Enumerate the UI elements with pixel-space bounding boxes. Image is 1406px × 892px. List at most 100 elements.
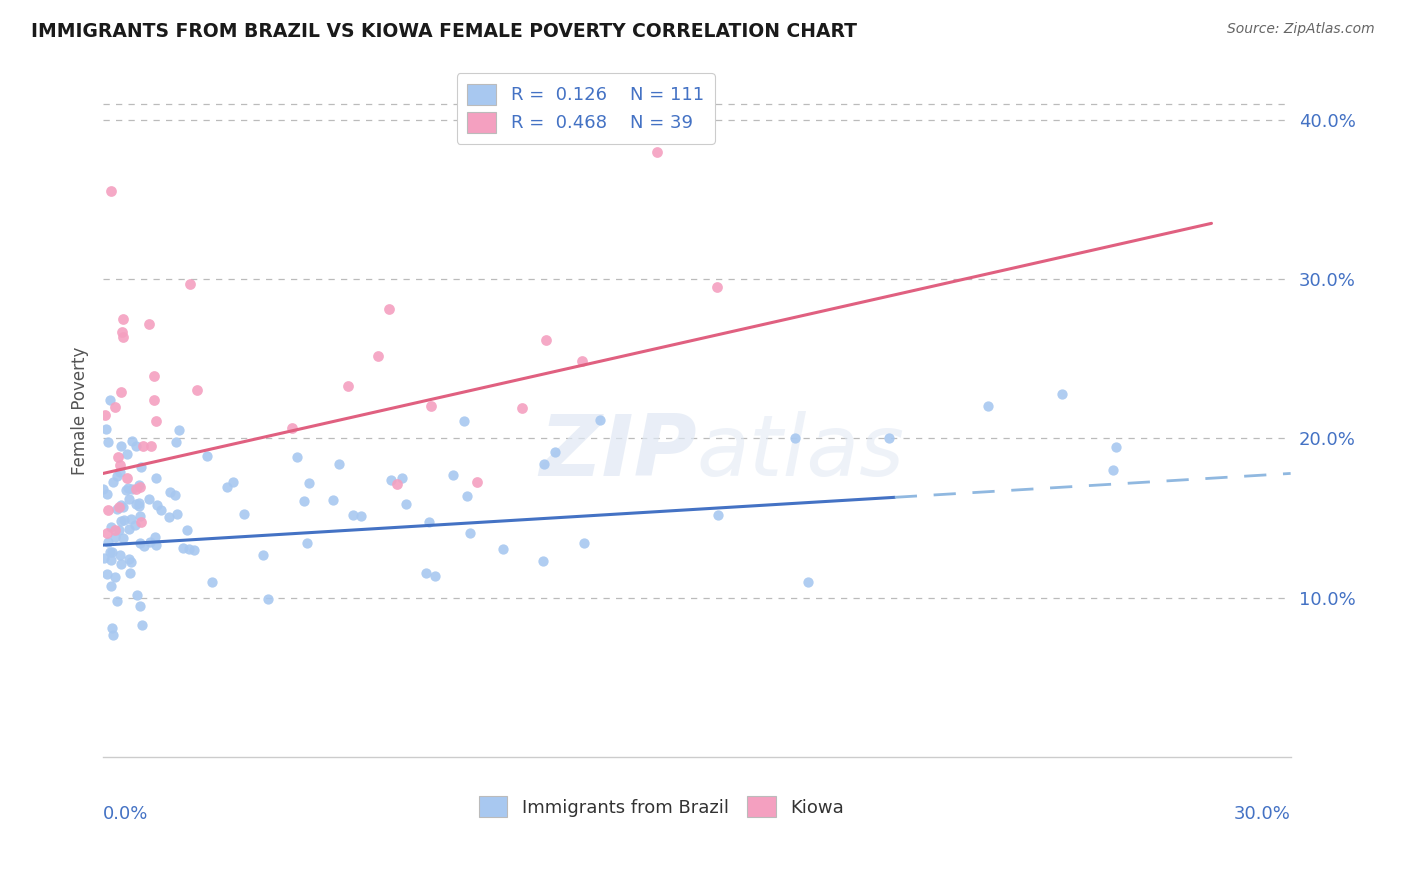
- Point: [118, 522, 141, 536]
- Point: [125, 482, 148, 496]
- Point: [138, 491, 160, 506]
- Point: [132, 439, 155, 453]
- Point: [166, 435, 188, 450]
- Point: [377, 302, 399, 317]
- Point: [125, 439, 148, 453]
- Point: [107, 523, 129, 537]
- Point: [531, 554, 554, 568]
- Point: [124, 497, 146, 511]
- Point: [129, 460, 152, 475]
- Point: [112, 513, 135, 527]
- Point: [121, 434, 143, 448]
- Point: [571, 353, 593, 368]
- Point: [1105, 441, 1128, 455]
- Point: [96, 525, 118, 540]
- Point: [97, 435, 120, 450]
- Point: [215, 480, 238, 494]
- Point: [100, 579, 122, 593]
- Point: [149, 503, 172, 517]
- Point: [121, 482, 143, 496]
- Point: [976, 399, 998, 413]
- Point: [115, 447, 138, 461]
- Point: [201, 574, 224, 589]
- Point: [645, 145, 668, 159]
- Point: [165, 488, 187, 502]
- Point: [183, 542, 205, 557]
- Text: IMMIGRANTS FROM BRAZIL VS KIOWA FEMALE POVERTY CORRELATION CHART: IMMIGRANTS FROM BRAZIL VS KIOWA FEMALE P…: [31, 22, 856, 41]
- Point: [100, 185, 122, 199]
- Point: [105, 502, 128, 516]
- Point: [453, 414, 475, 428]
- Point: [120, 566, 142, 581]
- Point: [783, 431, 806, 445]
- Point: [391, 471, 413, 485]
- Point: [458, 525, 481, 540]
- Point: [138, 535, 160, 549]
- Point: [186, 383, 208, 397]
- Point: [166, 508, 188, 522]
- Point: [117, 471, 139, 485]
- Point: [98, 392, 121, 407]
- Point: [97, 534, 120, 549]
- Text: 0.0%: 0.0%: [103, 805, 149, 823]
- Point: [142, 369, 165, 384]
- Point: [292, 494, 315, 508]
- Point: [544, 444, 567, 458]
- Point: [176, 523, 198, 537]
- Point: [533, 457, 555, 471]
- Point: [96, 567, 118, 582]
- Point: [128, 496, 150, 510]
- Point: [146, 498, 169, 512]
- Point: [280, 421, 302, 435]
- Point: [441, 468, 464, 483]
- Point: [465, 475, 488, 490]
- Point: [111, 326, 134, 340]
- Point: [1050, 387, 1073, 401]
- Point: [492, 541, 515, 556]
- Point: [96, 487, 118, 501]
- Point: [118, 491, 141, 506]
- Point: [117, 481, 139, 495]
- Point: [380, 473, 402, 487]
- Point: [510, 401, 533, 416]
- Point: [337, 379, 360, 393]
- Point: [143, 530, 166, 544]
- Point: [120, 555, 142, 569]
- Point: [111, 531, 134, 545]
- Point: [124, 517, 146, 532]
- Point: [252, 548, 274, 562]
- Point: [101, 544, 124, 558]
- Point: [394, 498, 416, 512]
- Point: [104, 570, 127, 584]
- Point: [167, 423, 190, 437]
- Point: [157, 510, 180, 524]
- Point: [128, 599, 150, 614]
- Point: [91, 483, 114, 497]
- Point: [110, 385, 132, 400]
- Point: [145, 414, 167, 428]
- Point: [145, 538, 167, 552]
- Point: [129, 508, 152, 523]
- Point: [367, 349, 389, 363]
- Point: [120, 512, 142, 526]
- Text: ZIP: ZIP: [540, 410, 697, 493]
- Point: [112, 330, 135, 344]
- Point: [706, 280, 728, 294]
- Point: [101, 475, 124, 490]
- Point: [342, 508, 364, 522]
- Point: [456, 489, 478, 503]
- Point: [425, 568, 447, 582]
- Point: [172, 541, 194, 555]
- Point: [93, 408, 115, 422]
- Legend: Immigrants from Brazil, Kiowa: Immigrants from Brazil, Kiowa: [471, 789, 851, 824]
- Point: [350, 509, 373, 524]
- Point: [879, 431, 901, 445]
- Point: [103, 400, 125, 414]
- Point: [179, 277, 201, 291]
- Point: [139, 439, 162, 453]
- Point: [108, 548, 131, 562]
- Point: [118, 552, 141, 566]
- Point: [132, 539, 155, 553]
- Point: [104, 523, 127, 537]
- Point: [110, 557, 132, 571]
